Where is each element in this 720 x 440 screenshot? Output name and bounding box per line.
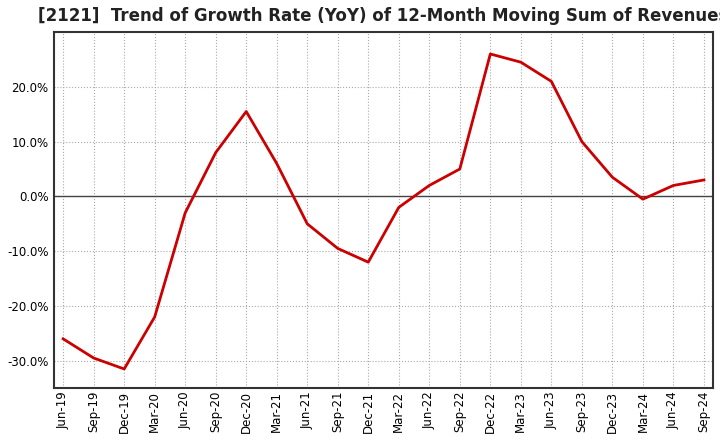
Title: [2121]  Trend of Growth Rate (YoY) of 12-Month Moving Sum of Revenues: [2121] Trend of Growth Rate (YoY) of 12-…	[38, 7, 720, 25]
